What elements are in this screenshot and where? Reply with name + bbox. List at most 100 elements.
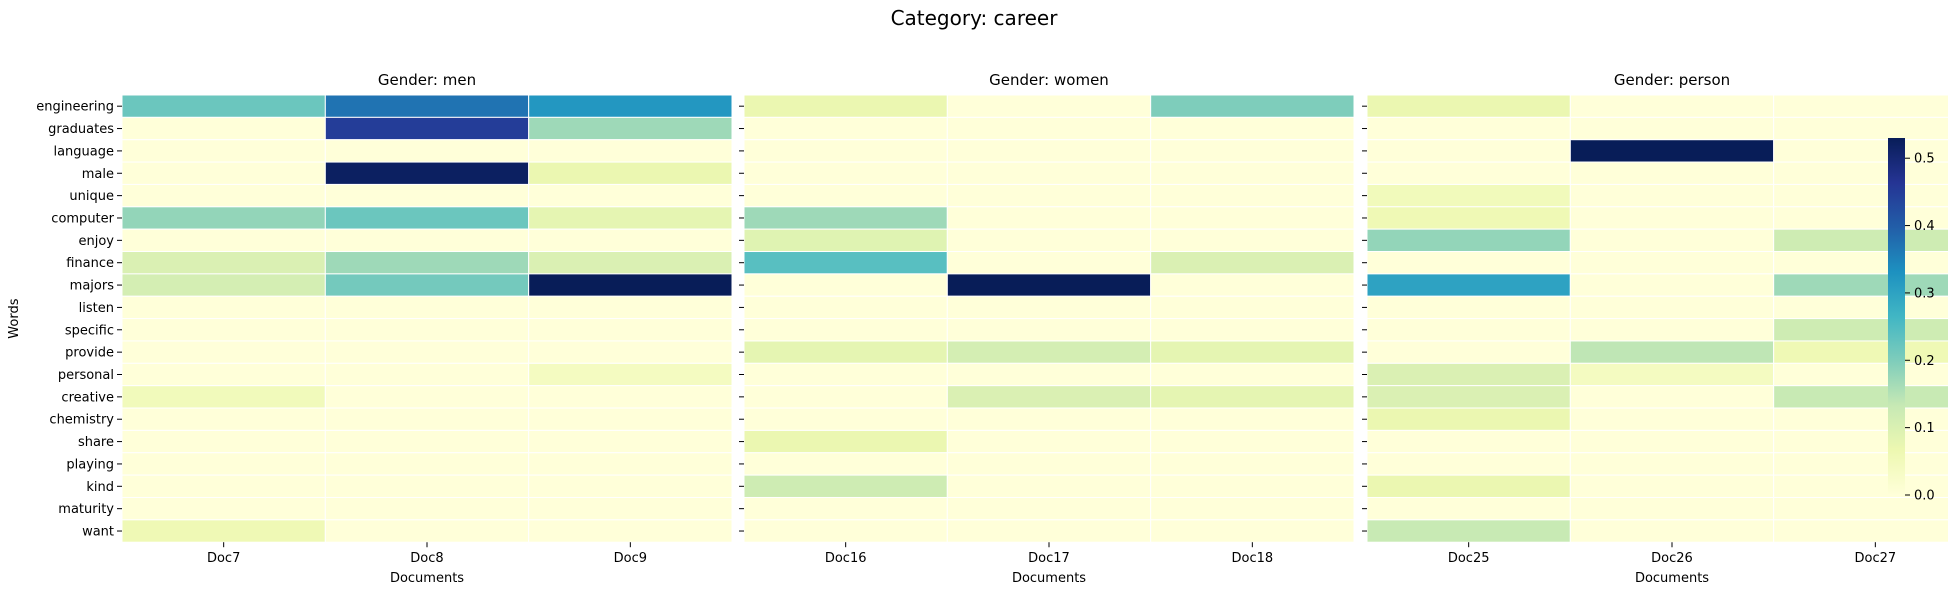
heatmap-cell <box>743 496 948 521</box>
heatmap-cell <box>121 429 326 454</box>
heatmap-cell <box>324 452 530 476</box>
x-axis-label: Documents <box>1635 571 1709 586</box>
heatmap-cell <box>1366 474 1571 498</box>
heatmap-cell <box>1773 318 1948 342</box>
heatmap-cell <box>1366 340 1571 364</box>
heatmap-cell <box>743 385 948 409</box>
heatmap-cell <box>1366 251 1571 275</box>
heatmap-cell <box>324 519 530 543</box>
figure-title: Category: career <box>891 6 1059 30</box>
heatmap-panel-2: Gender: women Doc16 Doc17 Doc18 Documents <box>739 71 1355 586</box>
heatmap-cell <box>743 452 948 476</box>
heatmap-cell <box>946 295 1152 320</box>
heatmap-cell <box>1366 228 1571 253</box>
heatmap-cell <box>1569 340 1775 364</box>
heatmap-cell <box>528 273 733 297</box>
heatmap-cell <box>743 116 948 141</box>
heatmap-cell <box>1773 251 1948 275</box>
heatmap-cell <box>1366 94 1571 118</box>
x-tick-label: Doc9 <box>614 551 647 566</box>
heatmap-cell <box>1773 94 1948 118</box>
heatmap-cell <box>1366 295 1571 320</box>
heatmap-cell <box>528 251 733 275</box>
heatmap-cell <box>121 116 326 141</box>
heatmap-cell <box>946 362 1152 387</box>
heatmap-cell <box>1569 183 1775 208</box>
heatmap-cell <box>1569 362 1775 387</box>
heatmap-cell <box>1569 407 1775 431</box>
heatmap-cell <box>1150 318 1355 342</box>
heatmap-cell <box>121 452 326 476</box>
heatmap-cell <box>946 228 1152 253</box>
heatmap-cell <box>743 474 948 498</box>
heatmap-cell <box>121 474 326 498</box>
heatmap-cell <box>1569 519 1775 543</box>
y-tick-label: creative <box>61 390 114 405</box>
y-tick-label: chemistry <box>49 413 114 428</box>
heatmap-cell <box>1366 385 1571 409</box>
heatmap-cell <box>1569 273 1775 297</box>
heatmap-cell <box>1366 452 1571 476</box>
heatmap-cell <box>1150 251 1355 275</box>
x-tick-label: Doc25 <box>1448 551 1490 566</box>
heatmap-cell <box>528 206 733 230</box>
heatmap-cell <box>743 94 948 118</box>
heatmap-cell <box>121 251 326 275</box>
heatmap-cell <box>1569 295 1775 320</box>
heatmap-cell <box>1366 519 1571 543</box>
heatmap-cell <box>1150 340 1355 364</box>
heatmap-cell <box>1569 474 1775 498</box>
heatmap-cell <box>528 340 733 364</box>
heatmap-cell <box>946 452 1152 476</box>
y-tick-label: playing <box>66 457 114 472</box>
colorbar-tick-label: 0.2 <box>1914 354 1935 369</box>
heatmap-cell <box>324 161 530 185</box>
heatmap-cell <box>946 318 1152 342</box>
heatmap-cell <box>743 407 948 431</box>
heatmap-cell <box>743 273 948 297</box>
y-tick-label: finance <box>66 256 114 271</box>
heatmap-cell <box>121 385 326 409</box>
heatmap-cell <box>528 385 733 409</box>
heatmap-cell <box>528 94 733 118</box>
x-tick-label: Doc27 <box>1855 551 1897 566</box>
heatmap-cell <box>946 385 1152 409</box>
heatmap-cell <box>121 496 326 521</box>
heatmap-cell <box>946 139 1152 163</box>
colorbar-gradient <box>1888 138 1905 495</box>
y-tick-label: want <box>82 525 114 540</box>
y-axis-label: Words <box>7 298 22 338</box>
y-tick-label: enjoy <box>79 234 115 249</box>
heatmap-cell <box>743 206 948 230</box>
heatmap-cell <box>1366 429 1571 454</box>
heatmap-cell <box>1569 496 1775 521</box>
heatmap-cell <box>1569 385 1775 409</box>
y-tick-label: specific <box>65 323 114 338</box>
heatmap-cell <box>1569 139 1775 163</box>
heatmap-cell <box>1150 295 1355 320</box>
heatmap-cell <box>1150 519 1355 543</box>
heatmap-cell <box>946 519 1152 543</box>
heatmap-panels: Gender: men engineering graduates language m… <box>7 71 1948 586</box>
y-tick-label: computer <box>51 211 114 226</box>
x-tick-label: Doc16 <box>825 551 867 566</box>
heatmap-cell <box>121 407 326 431</box>
heatmap-cell <box>946 273 1152 297</box>
heatmap-cell <box>324 183 530 208</box>
heatmap-cell <box>324 94 530 118</box>
colorbar-tick-label: 0.5 <box>1914 152 1935 167</box>
y-tick-label: unique <box>69 189 114 204</box>
colorbar-tick-label: 0.0 <box>1914 489 1935 504</box>
heatmap-cell <box>1569 206 1775 230</box>
heatmap-cell <box>743 340 948 364</box>
y-tick-label: engineering <box>36 100 114 115</box>
heatmap-panel-1: Gender: men engineering graduates language m… <box>36 71 733 586</box>
heatmap-cell <box>1366 206 1571 230</box>
heatmap-cell <box>1366 139 1571 163</box>
x-tick-label: Doc26 <box>1651 551 1693 566</box>
heatmap-cell <box>946 183 1152 208</box>
heatmap-cell <box>1569 452 1775 476</box>
heatmap-cell <box>528 519 733 543</box>
